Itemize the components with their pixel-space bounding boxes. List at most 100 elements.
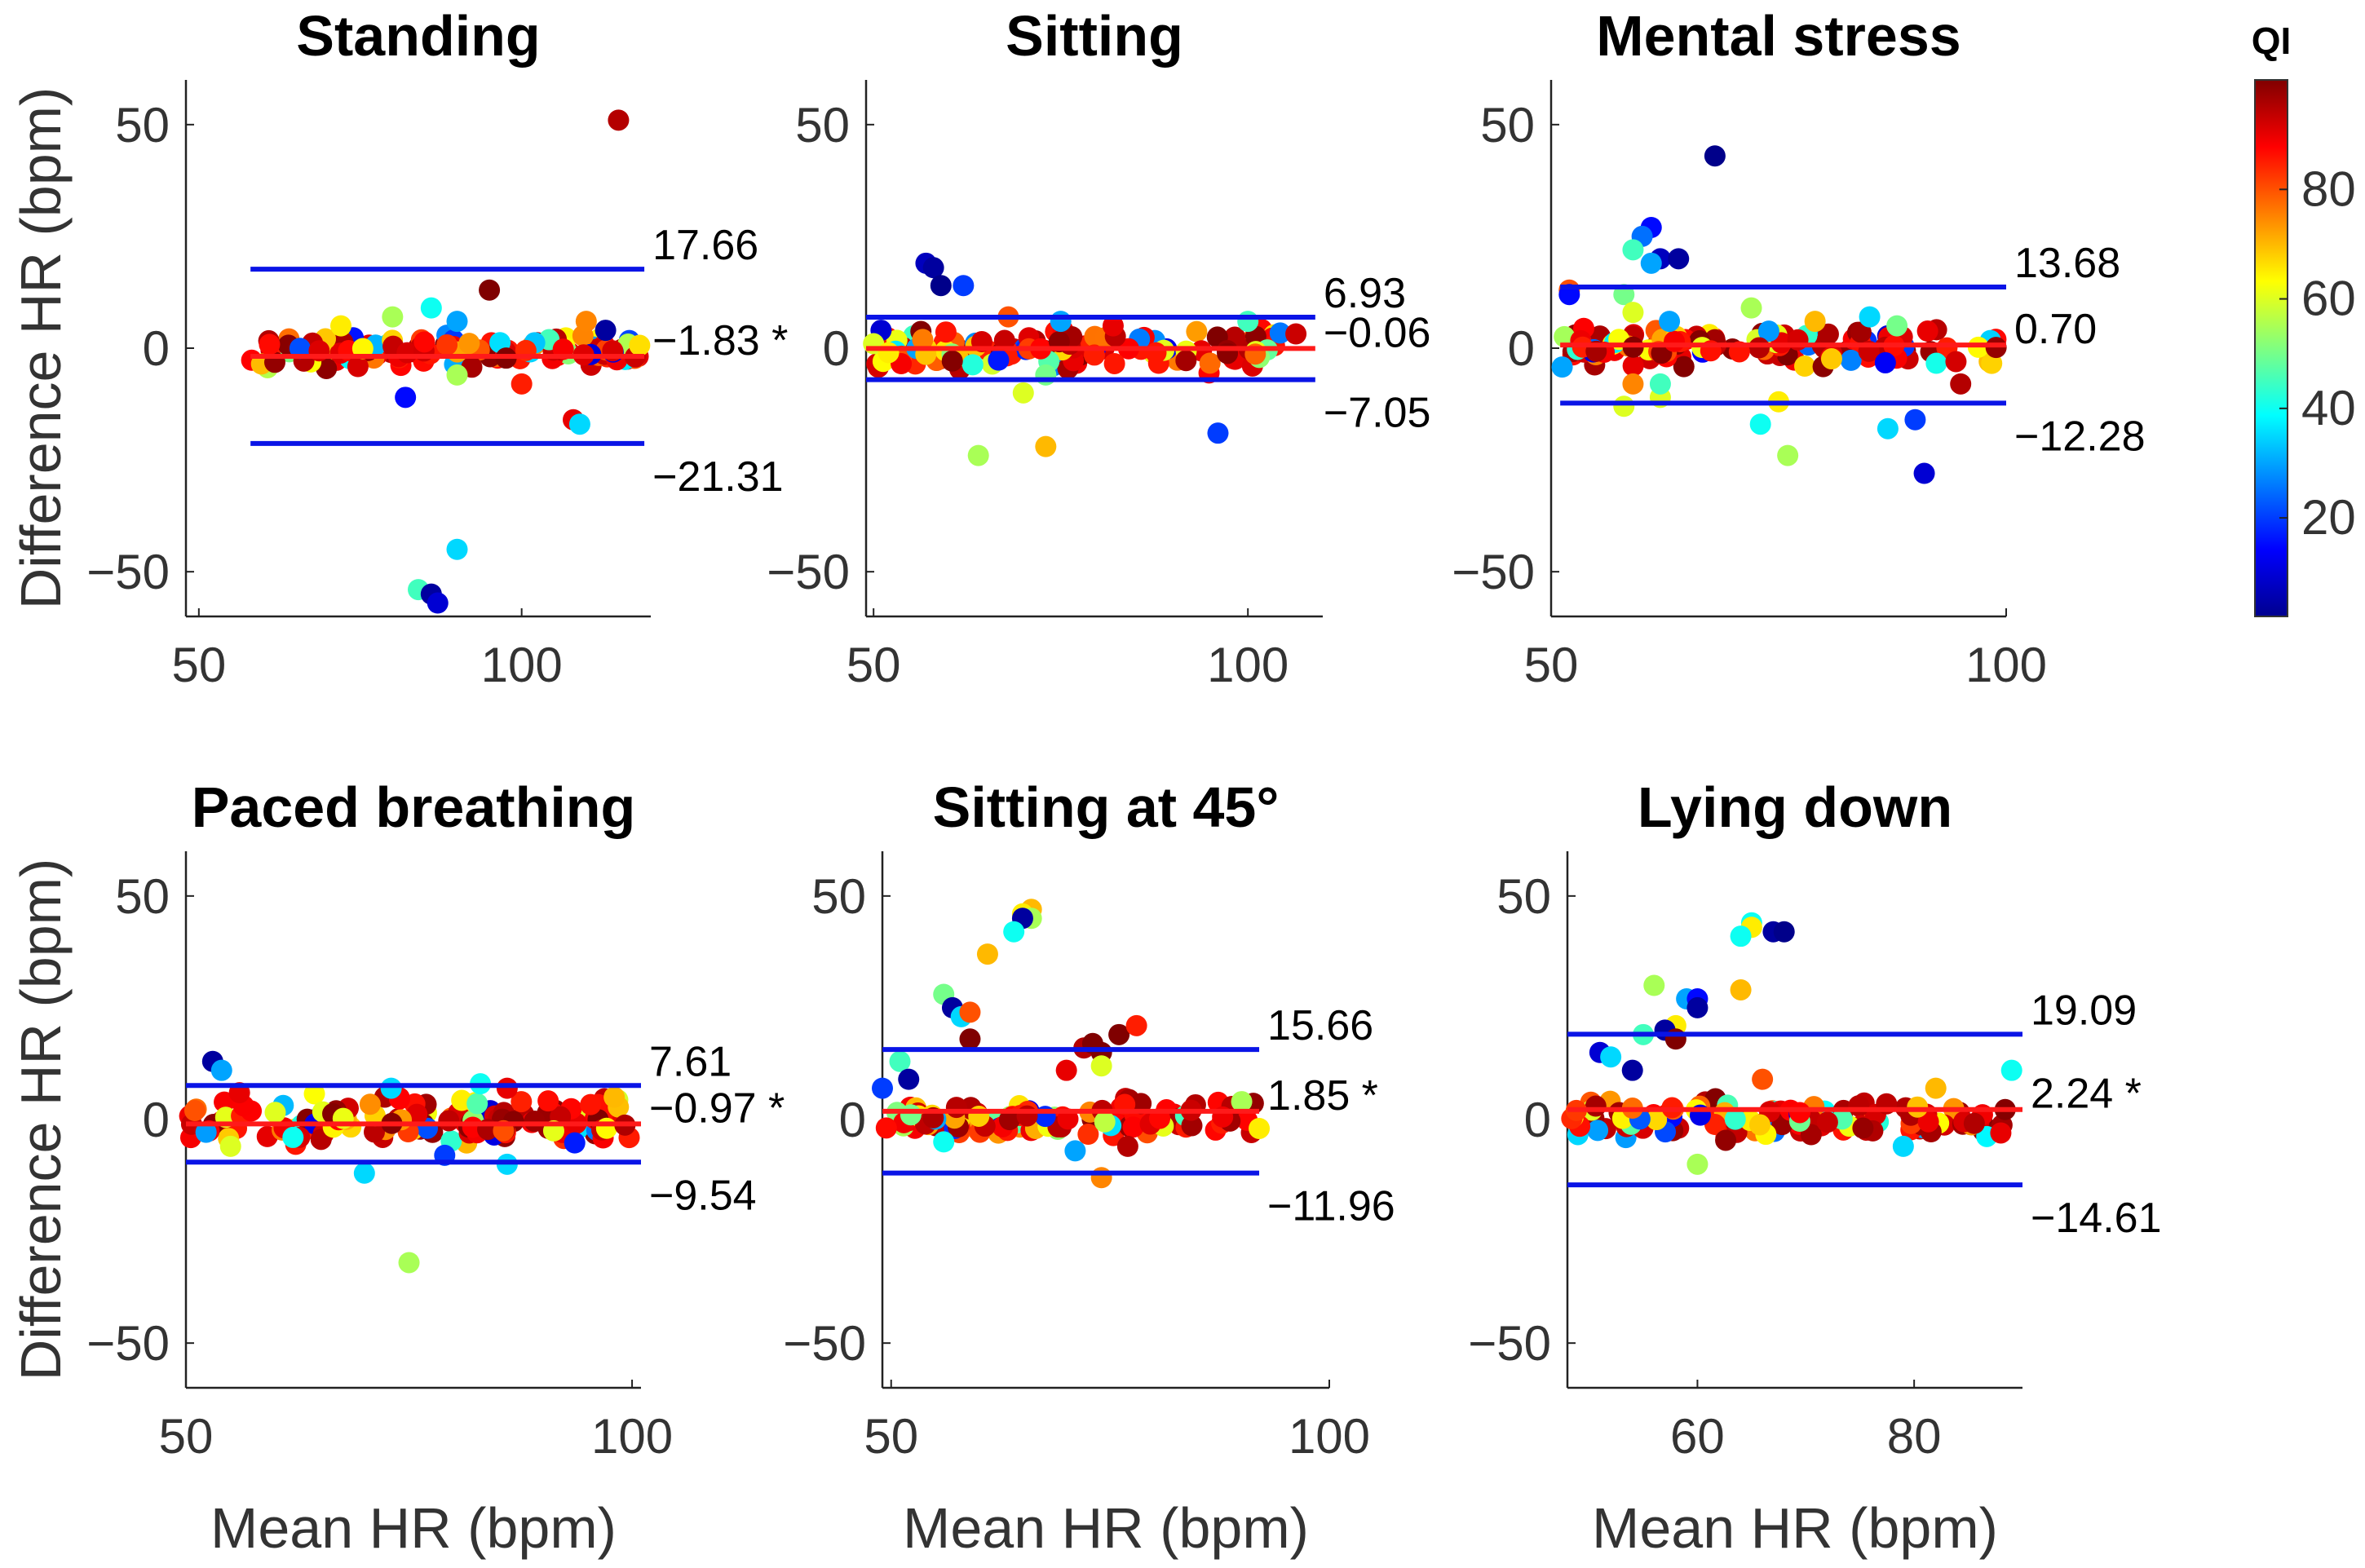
data-point (380, 1077, 402, 1099)
data-point (1116, 1135, 1138, 1157)
data-point (595, 320, 617, 342)
x-tick-label: 100 (1965, 638, 2047, 692)
x-tick-label: 50 (864, 1409, 918, 1464)
data-point (1904, 409, 1926, 431)
data-point (303, 1083, 325, 1105)
data-point (1945, 351, 1967, 373)
data-point (496, 1077, 518, 1099)
data-point (289, 338, 311, 360)
data-point (945, 1097, 967, 1119)
data-point (1587, 1120, 1609, 1142)
data-point (1715, 1129, 1737, 1151)
panel-title: Paced breathing (192, 775, 636, 839)
bias-label: −1.83 * (652, 317, 788, 364)
data-point (988, 349, 1010, 371)
data-point (427, 592, 449, 614)
data-point (1664, 330, 1686, 352)
data-point (976, 943, 998, 965)
data-point (595, 1117, 617, 1139)
y-tick-label: 50 (1496, 869, 1551, 924)
data-point (1050, 311, 1072, 333)
data-point (1231, 1091, 1253, 1113)
data-point (1643, 974, 1665, 996)
data-point (1804, 311, 1826, 333)
data-point (395, 386, 417, 409)
data-point (1649, 373, 1671, 395)
data-point (210, 1059, 232, 1081)
data-point (2000, 1059, 2022, 1081)
bias-label: −0.97 * (649, 1084, 785, 1132)
data-point (1840, 349, 1862, 371)
data-point (877, 342, 900, 364)
data-point (1816, 1111, 1838, 1133)
bias-label: 2.24 * (2031, 1071, 2142, 1118)
x-axis-label: Mean HR (bpm) (1592, 1496, 1998, 1560)
data-point (1094, 1111, 1116, 1133)
data-point (1704, 145, 1726, 167)
data-point (1103, 352, 1125, 374)
data-point (466, 1093, 488, 1115)
data-point (1817, 323, 1839, 345)
data-point (1622, 239, 1644, 261)
data-point (1752, 1068, 1774, 1090)
lower-loa-label: −9.54 (649, 1172, 757, 1219)
y-tick-label: 0 (823, 321, 850, 376)
upper-loa-label: 6.93 (1324, 270, 1406, 317)
data-point (1730, 925, 1752, 947)
data-point (608, 109, 630, 131)
data-point (1659, 311, 1681, 333)
colorbar-gradient (2254, 79, 2288, 617)
y-tick-label: 0 (143, 1093, 170, 1147)
data-point (1673, 356, 1695, 378)
y-tick-label: −50 (783, 1316, 866, 1371)
data-point (1917, 1111, 1939, 1133)
data-point (1668, 248, 1690, 270)
data-point (398, 1252, 420, 1274)
upper-loa-label: 17.66 (652, 222, 758, 269)
data-point (458, 333, 480, 355)
panel-title: Lying down (1638, 775, 1952, 839)
x-axis-label: Mean HR (bpm) (210, 1496, 617, 1560)
lower-loa-label: −14.61 (2031, 1195, 2162, 1242)
data-point (195, 1121, 217, 1143)
data-point (282, 1126, 304, 1148)
x-tick-label: 100 (591, 1409, 673, 1464)
data-point (359, 1093, 381, 1115)
data-point (959, 1001, 981, 1023)
data-point (1035, 364, 1057, 386)
data-point (353, 1162, 375, 1184)
x-tick-label: 60 (1670, 1409, 1725, 1464)
data-point (1285, 323, 1307, 345)
data-point (941, 350, 963, 372)
scatter-points (1561, 912, 2022, 1175)
x-tick-label: 50 (847, 638, 901, 692)
data-point (1740, 297, 1762, 319)
scatter-points (1551, 145, 2007, 484)
data-point (1859, 306, 1881, 328)
upper-loa-label: 13.68 (2014, 240, 2120, 287)
upper-loa-label: 15.66 (1267, 1002, 1373, 1049)
data-point (1686, 1153, 1709, 1175)
data-point (922, 257, 944, 279)
data-point (961, 354, 984, 376)
y-tick-label: −50 (1452, 545, 1535, 599)
data-point (872, 1077, 893, 1099)
y-tick-label: 0 (839, 1093, 866, 1147)
data-point (1613, 395, 1635, 417)
data-point (1777, 444, 1799, 466)
data-point (214, 1091, 236, 1113)
data-point (1600, 1046, 1622, 1068)
colorbar-tick-label: 20 (2301, 490, 2356, 545)
data-point (1055, 1059, 1077, 1081)
data-point (479, 279, 501, 301)
data-point (264, 1102, 286, 1124)
data-point (1886, 315, 1908, 337)
y-axis-label: Difference HR (bpm) (9, 87, 73, 610)
bias-label: 0.70 (2014, 306, 2097, 353)
data-point (1551, 356, 1573, 378)
data-point (1990, 1122, 2012, 1144)
y-tick-label: 50 (811, 869, 866, 924)
data-point (347, 356, 369, 378)
data-point (575, 311, 597, 333)
